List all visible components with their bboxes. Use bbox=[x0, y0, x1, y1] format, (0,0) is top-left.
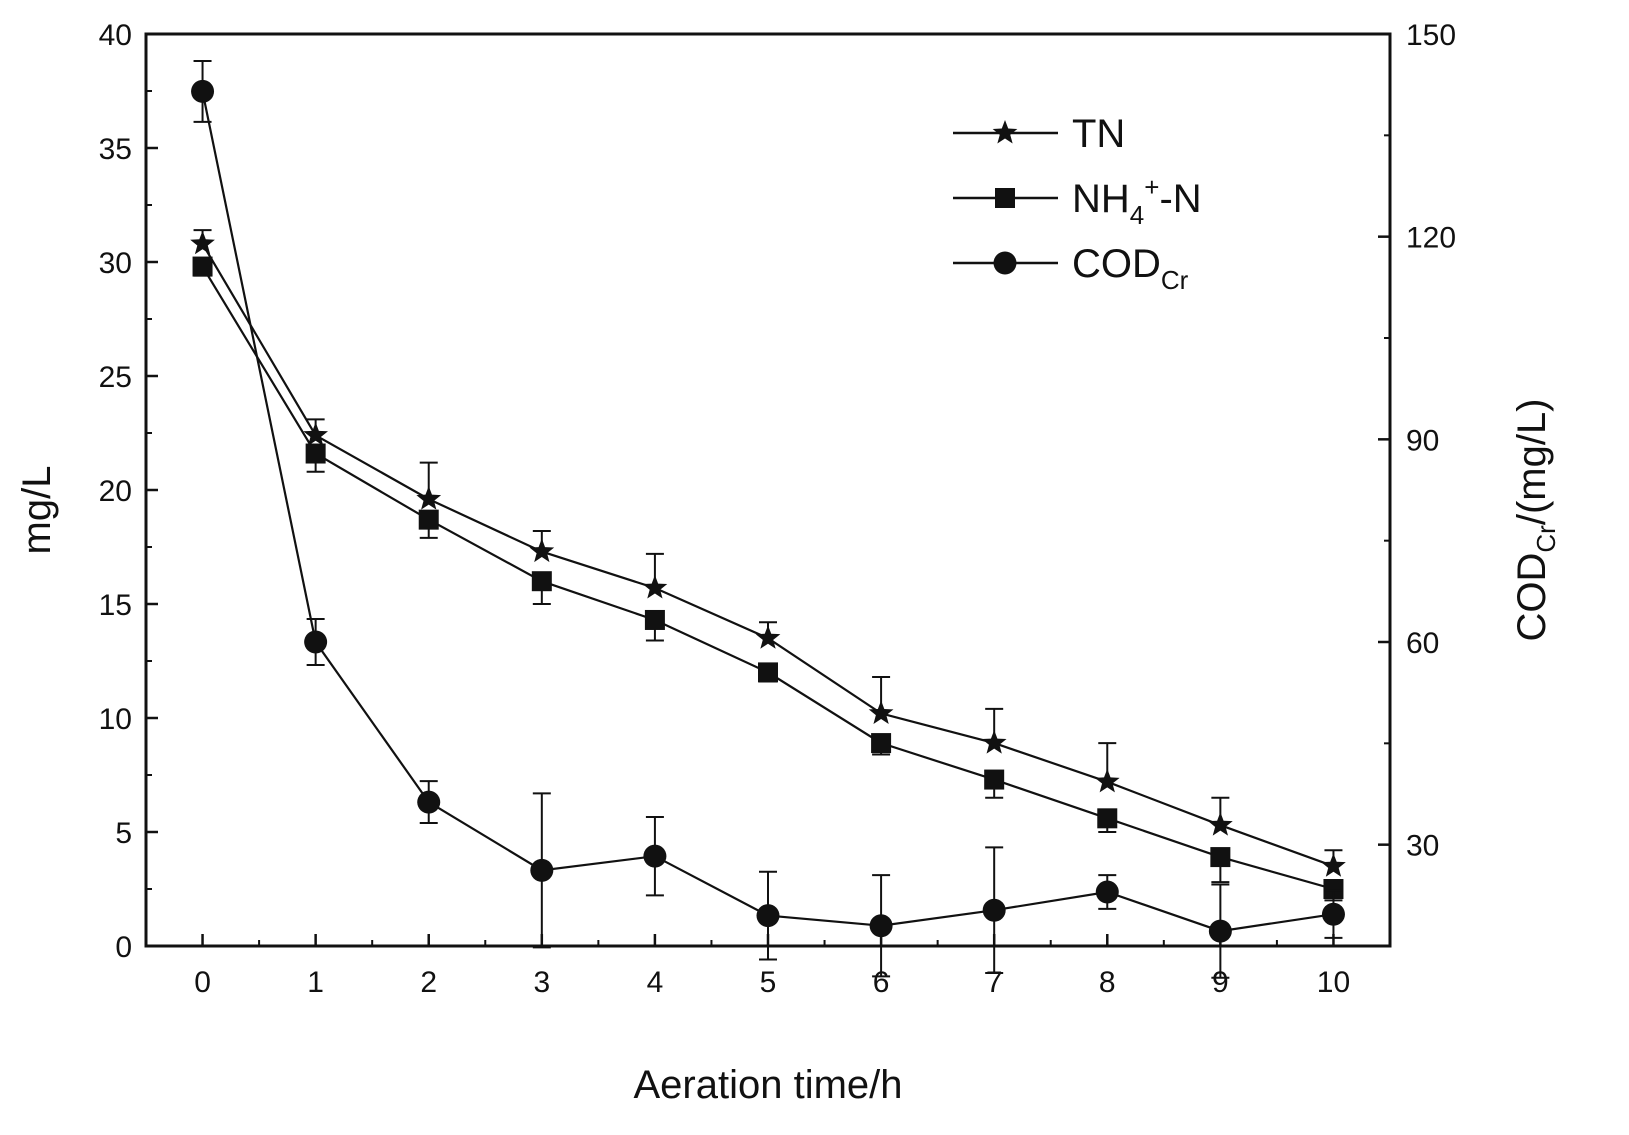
data-point bbox=[304, 630, 328, 654]
data-point bbox=[756, 904, 780, 928]
legend: TN NH4+-N CODCr bbox=[953, 112, 1202, 295]
series-layer bbox=[190, 60, 1346, 979]
x-tick-label-5: 5 bbox=[760, 966, 777, 999]
data-point bbox=[530, 858, 554, 882]
y2-axis-title-sub: Cr bbox=[1531, 525, 1561, 553]
y-tick-label-25: 25 bbox=[99, 361, 132, 394]
data-point bbox=[417, 790, 441, 814]
series-line bbox=[201, 266, 1334, 891]
y-tick-label-35: 35 bbox=[99, 133, 132, 166]
plot-frame bbox=[144, 32, 1392, 948]
data-point bbox=[529, 538, 555, 563]
data-point bbox=[190, 230, 215, 255]
y-tick-label-15: 15 bbox=[99, 589, 132, 622]
legend-label-sup: + bbox=[1144, 172, 1159, 202]
y-tick-label-0: 0 bbox=[115, 931, 132, 964]
y-tick-label-20: 20 bbox=[99, 475, 132, 508]
y-tick-label-40: 40 bbox=[99, 19, 132, 52]
y2-tick-label-90: 90 bbox=[1406, 424, 1439, 457]
data-point bbox=[1323, 879, 1344, 899]
data-point bbox=[1097, 808, 1118, 829]
data-point bbox=[755, 625, 781, 649]
data-point bbox=[643, 844, 667, 868]
y-axis-title: mg/L bbox=[15, 466, 59, 555]
x-tick-label-9: 9 bbox=[1212, 966, 1229, 999]
data-point bbox=[1210, 847, 1231, 868]
series-square bbox=[192, 256, 1344, 902]
y2-tick-label-60: 60 bbox=[1406, 627, 1439, 660]
y2-axis-title-main: COD bbox=[1510, 553, 1554, 642]
y-tick-label-5: 5 bbox=[115, 817, 132, 850]
data-point bbox=[191, 79, 215, 103]
x-axis-title: Aeration time/h bbox=[633, 1063, 902, 1107]
x-tick-label-3: 3 bbox=[533, 966, 550, 999]
y2-axis-title: CODCr/(mg/L) bbox=[1510, 398, 1561, 641]
legend-marker bbox=[993, 251, 1017, 275]
y2-tick-label-120: 120 bbox=[1406, 222, 1456, 255]
data-point bbox=[1095, 880, 1119, 904]
data-point bbox=[305, 443, 326, 464]
data-point bbox=[1208, 919, 1232, 943]
series-line bbox=[201, 243, 1334, 868]
legend-marker bbox=[995, 188, 1015, 208]
legend-label-suffix: -N bbox=[1159, 177, 1201, 221]
x-tick-label-4: 4 bbox=[647, 966, 664, 999]
legend-label: CODCr bbox=[1072, 242, 1189, 295]
data-point bbox=[871, 733, 892, 754]
legend-label-sub: Cr bbox=[1161, 265, 1189, 295]
data-point bbox=[981, 730, 1007, 754]
y2-tick-label-30: 30 bbox=[1406, 830, 1439, 863]
data-point bbox=[984, 769, 1005, 790]
legend-label: TN bbox=[1072, 112, 1125, 156]
data-point bbox=[868, 700, 894, 724]
x-tick-label-0: 0 bbox=[194, 966, 211, 999]
data-point bbox=[982, 898, 1006, 922]
series-star bbox=[190, 229, 1346, 877]
legend-item: TN bbox=[953, 112, 1125, 156]
legend-item: NH4+-N bbox=[953, 172, 1202, 230]
series-circle bbox=[191, 60, 1345, 979]
data-point bbox=[303, 422, 328, 446]
x-tick-label-7: 7 bbox=[986, 966, 1003, 999]
data-point bbox=[192, 256, 213, 277]
data-point bbox=[416, 486, 442, 510]
x-tick-label-1: 1 bbox=[307, 966, 324, 999]
y-tick-label-30: 30 bbox=[99, 247, 132, 280]
x-tick-label-8: 8 bbox=[1099, 966, 1116, 999]
legend-marker bbox=[992, 120, 1018, 144]
y2-tick-label-150: 150 bbox=[1406, 19, 1456, 52]
x-tick-label-6: 6 bbox=[873, 966, 890, 999]
data-point bbox=[531, 571, 552, 592]
y-tick-label-10: 10 bbox=[99, 703, 132, 736]
data-point bbox=[644, 609, 665, 630]
data-point bbox=[418, 509, 439, 530]
x-tick-label-2: 2 bbox=[420, 966, 437, 999]
data-point bbox=[869, 914, 893, 938]
legend-label-main: TN bbox=[1072, 112, 1125, 156]
legend-label: NH4+-N bbox=[1072, 172, 1202, 230]
legend-item: CODCr bbox=[953, 242, 1189, 295]
legend-label-sub: 4 bbox=[1130, 200, 1144, 230]
data-point bbox=[1208, 812, 1233, 836]
data-point bbox=[1094, 768, 1120, 793]
legend-label-main: NH bbox=[1072, 177, 1130, 221]
data-point bbox=[758, 662, 778, 683]
data-point bbox=[1321, 853, 1346, 877]
ticks-layer: 0 1 2 3 4 5 6 7 8 9 10 0 5 10 15 20 25 30 35 40 30 60 90 120 150 bbox=[99, 19, 1456, 999]
legend-label-main: COD bbox=[1072, 242, 1161, 286]
y2-axis-title-suffix: /(mg/L) bbox=[1510, 398, 1554, 525]
x-tick-label-10: 10 bbox=[1317, 966, 1350, 999]
data-point bbox=[642, 575, 668, 599]
data-point bbox=[1321, 902, 1345, 926]
